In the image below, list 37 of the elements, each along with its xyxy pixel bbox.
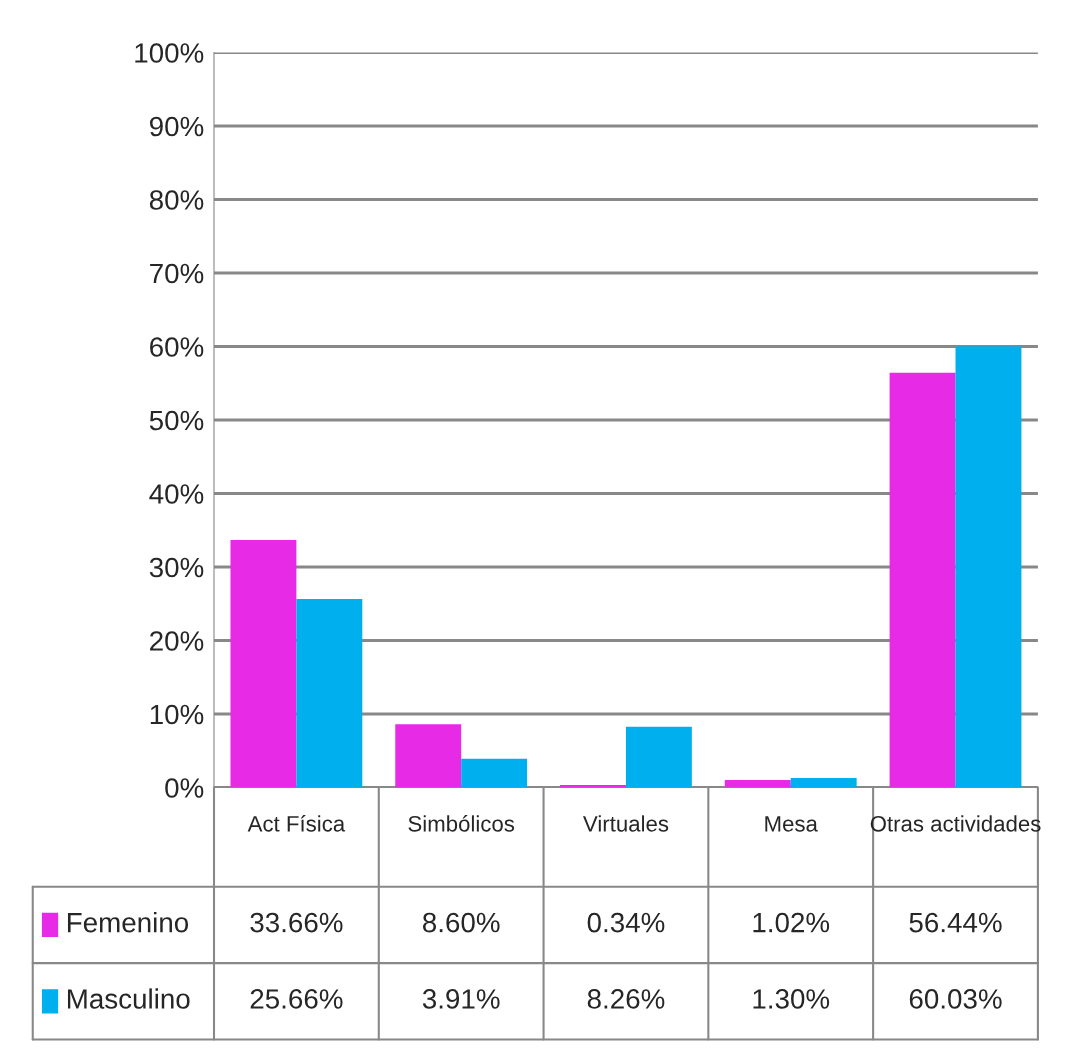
data-label: 1.30% — [753, 989, 830, 1009]
y-tick-label: 100% — [135, 43, 204, 63]
data-label: 3.91% — [422, 989, 500, 1009]
bar — [790, 777, 857, 788]
y-tick-label: 30% — [149, 557, 204, 578]
bar — [625, 726, 692, 788]
bar — [724, 780, 791, 788]
data-label: 0.34% — [587, 912, 665, 933]
bar — [230, 540, 297, 788]
x-tick-label: Otras actividades — [870, 815, 1041, 832]
bar — [461, 758, 528, 788]
data-label: 60.03% — [909, 989, 1002, 1009]
y-tick-label: 80% — [149, 190, 204, 210]
data-label: 33.66% — [250, 912, 343, 933]
bar — [395, 724, 462, 788]
y-tick-label: 20% — [150, 631, 204, 651]
y-tick-label: 50% — [149, 410, 204, 431]
bar — [889, 372, 956, 788]
bar — [296, 598, 363, 788]
y-tick-label: 40% — [149, 484, 204, 504]
y-tick-label: 70% — [150, 263, 204, 284]
y-tick-label: 0% — [165, 778, 204, 798]
legend-label: Masculino — [67, 988, 190, 1009]
y-tick-label: 10% — [150, 704, 204, 725]
data-label: 8.60% — [423, 912, 500, 933]
x-tick-label: Act Física — [247, 815, 346, 832]
x-tick-label: Virtuales — [583, 815, 669, 832]
bar — [955, 346, 1022, 788]
y-tick-label: 60% — [150, 337, 204, 357]
x-tick-label: Mesa — [765, 816, 818, 832]
y-tick-label: 90% — [149, 116, 204, 137]
data-label: 1.02% — [753, 912, 830, 933]
data-label: 56.44% — [909, 912, 1002, 933]
data-label: 8.26% — [587, 989, 665, 1009]
legend-label: Femenino — [67, 912, 189, 933]
data-label: 25.66% — [250, 989, 343, 1009]
x-tick-label: Simbólicos — [408, 815, 515, 832]
